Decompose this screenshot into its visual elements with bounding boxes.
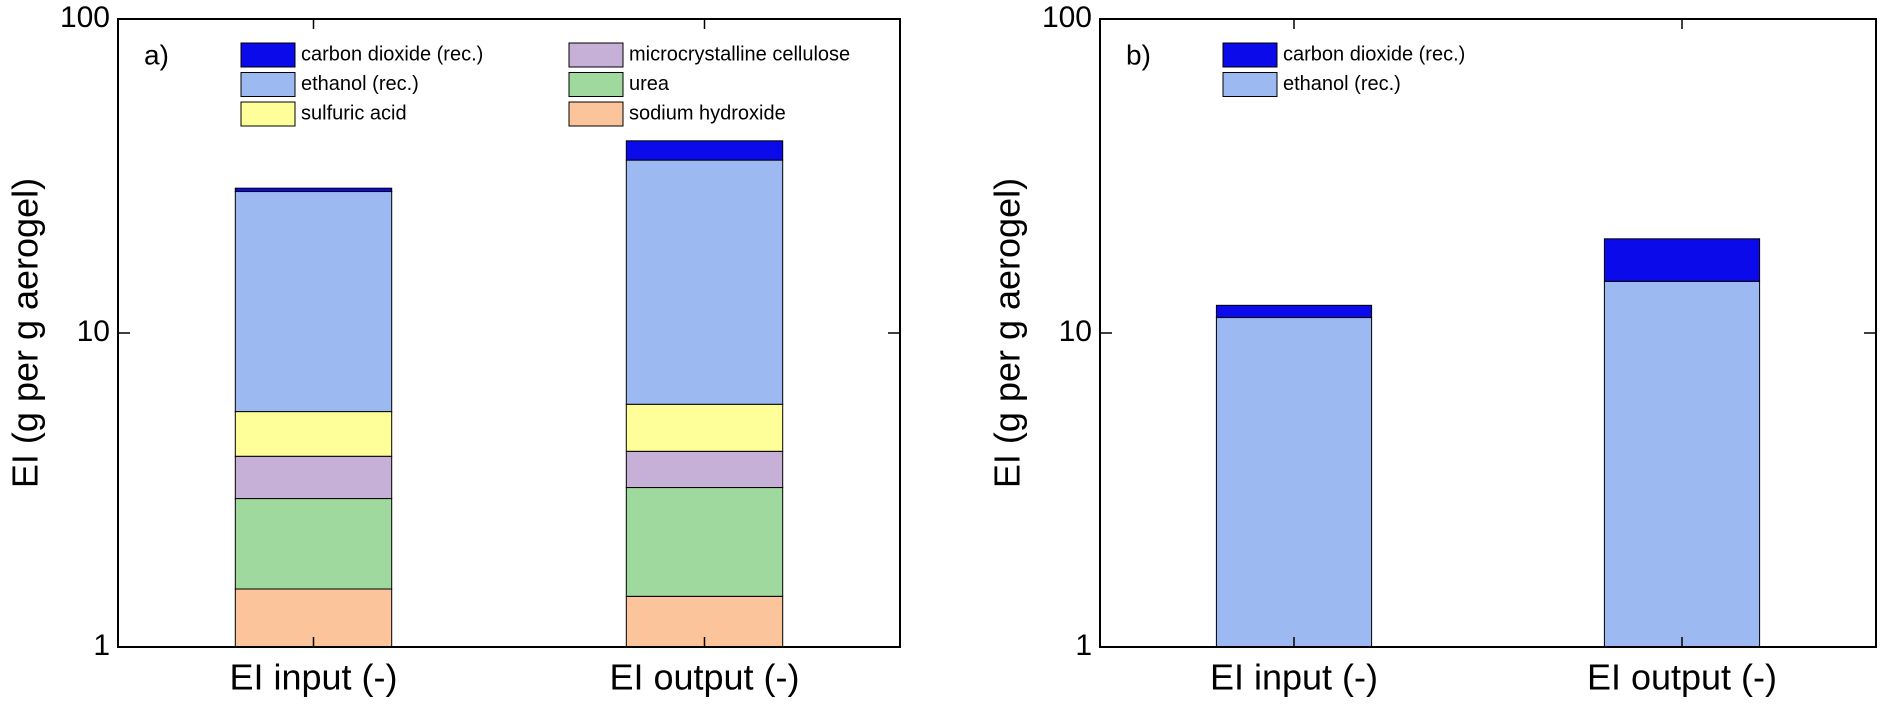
legend-label: ethanol (rec.) — [1283, 73, 1401, 95]
panel-label: a) — [144, 39, 169, 70]
bar-segment — [1215, 304, 1373, 319]
legend-swatch — [240, 101, 296, 127]
legend-label: ethanol (rec.) — [301, 73, 419, 95]
legend-swatch — [568, 42, 624, 68]
y-tick-label: 10 — [1059, 315, 1092, 348]
legend-label: urea — [629, 73, 670, 95]
panel-label: b) — [1126, 39, 1151, 70]
y-tick-label: 10 — [77, 315, 110, 348]
legend-swatch — [568, 101, 624, 127]
x-tick-label: EI input (-) — [1210, 657, 1378, 698]
y-tick-label: 1 — [1075, 629, 1092, 662]
bar-segment — [234, 455, 393, 500]
y-axis-label: EI (g per g aerogel) — [5, 178, 46, 488]
x-tick-label: EI input (-) — [229, 657, 397, 698]
bar-segment — [234, 187, 393, 193]
bar-segment — [1215, 317, 1373, 648]
legend-label: sodium hydroxide — [629, 102, 786, 124]
bar-segment — [234, 498, 393, 590]
y-axis-label: EI (g per g aerogel) — [987, 178, 1028, 488]
bar-segment — [625, 450, 784, 489]
x-tick-label: EI output (-) — [1587, 657, 1777, 698]
bar-segment — [1603, 280, 1761, 648]
legend-label: carbon dioxide (rec.) — [1283, 43, 1465, 65]
x-tick-label: EI output (-) — [609, 657, 799, 698]
bar-segment — [234, 191, 393, 413]
bar-segment — [1603, 238, 1761, 282]
bar-segment — [625, 403, 784, 452]
legend-label: microcrystalline cellulose — [629, 43, 850, 65]
y-tick-label: 1 — [93, 629, 110, 662]
bar-segment — [625, 140, 784, 161]
bar-segment — [625, 487, 784, 597]
bar-segment — [625, 159, 784, 405]
bar-segment — [234, 411, 393, 457]
legend-label: sulfuric acid — [301, 102, 407, 124]
legend-label: carbon dioxide (rec.) — [301, 43, 483, 65]
legend-swatch — [240, 72, 296, 97]
legend-swatch — [568, 72, 624, 97]
y-tick-label: 100 — [1042, 1, 1092, 34]
legend-swatch — [1222, 42, 1278, 68]
legend-swatch — [240, 42, 296, 68]
legend-swatch — [1222, 72, 1278, 97]
y-tick-label: 100 — [60, 1, 110, 34]
